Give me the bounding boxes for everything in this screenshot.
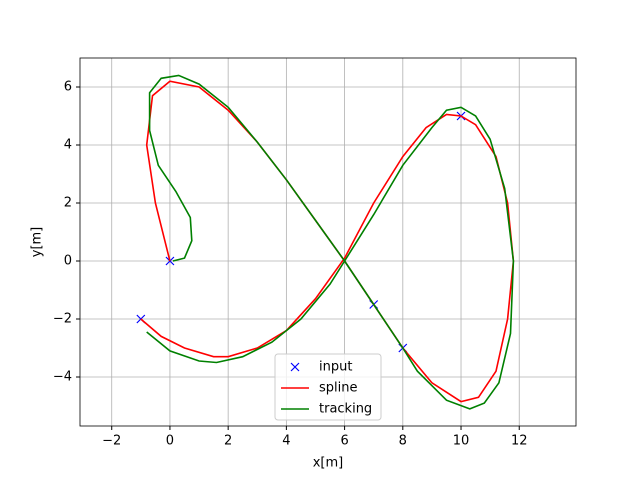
x-tick-label: −2 (102, 434, 121, 449)
marker-stroke (290, 362, 300, 372)
marker (290, 362, 300, 372)
legend-label: input (319, 360, 352, 375)
x-tick-label: 6 (340, 434, 348, 449)
legend-box (274, 353, 382, 421)
x-axis-label: x[m] (313, 456, 344, 471)
y-tick-label: −4 (53, 369, 72, 384)
x-tick-label: 10 (453, 434, 470, 449)
x-tick-label: 4 (282, 434, 290, 449)
marker-stroke (165, 256, 175, 266)
marker (165, 256, 175, 266)
x-tick-label: 12 (511, 434, 528, 449)
plot-frame (79, 57, 577, 427)
y-tick-label: 6 (64, 79, 72, 94)
x-tick-label: 2 (224, 434, 232, 449)
y-tick-label: −2 (53, 311, 72, 326)
legend-label: spline (319, 381, 358, 396)
y-tick-label: 4 (64, 137, 72, 152)
line-series (146, 74, 515, 410)
x-tick-label: 0 (166, 434, 174, 449)
x-tick-label: 8 (399, 434, 407, 449)
y-tick-label: 0 (64, 253, 72, 268)
y-axis-label: y[m] (30, 227, 45, 258)
legend-label: tracking (319, 402, 372, 417)
y-tick-label: 2 (64, 195, 72, 210)
